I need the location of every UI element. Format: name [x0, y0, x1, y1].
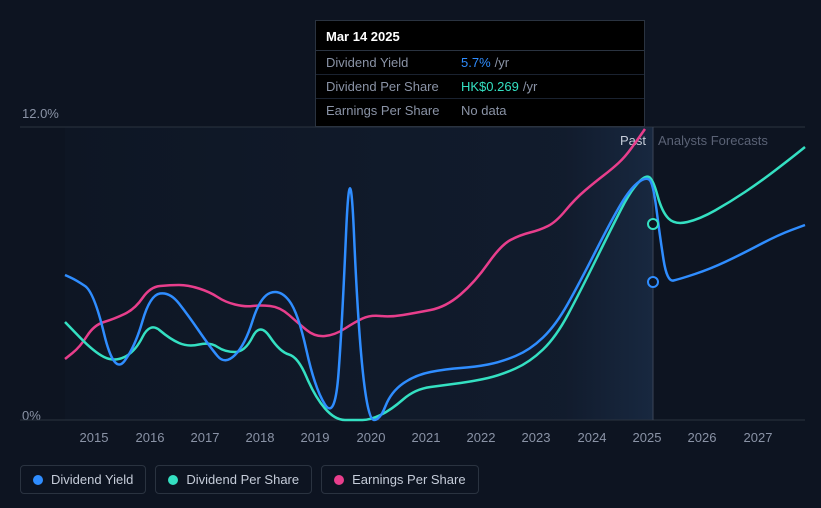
- legend-dividend-yield[interactable]: Dividend Yield: [20, 465, 146, 494]
- tooltip-value: No data: [461, 103, 507, 118]
- x-tick-label: 2020: [357, 430, 386, 445]
- tooltip-row: Dividend Per Share HK$0.269 /yr: [316, 75, 644, 99]
- dividend-per-share-line: [65, 147, 805, 420]
- x-tick-label: 2022: [467, 430, 496, 445]
- x-tick-label: 2024: [578, 430, 607, 445]
- tooltip-date: Mar 14 2025: [316, 21, 644, 51]
- tooltip-row: Dividend Yield 5.7% /yr: [316, 51, 644, 75]
- x-tick-label: 2027: [744, 430, 773, 445]
- x-tick-label: 2018: [246, 430, 275, 445]
- dividend-chart: Mar 14 2025 Dividend Yield 5.7% /yr Divi…: [0, 0, 821, 508]
- legend-label: Dividend Per Share: [186, 472, 299, 487]
- y-axis-max: 12.0%: [22, 106, 59, 121]
- legend-dot-icon: [33, 475, 43, 485]
- x-tick-label: 2025: [633, 430, 662, 445]
- plot-area[interactable]: Past Analysts Forecasts: [20, 127, 805, 420]
- tooltip-label: Dividend Per Share: [326, 79, 461, 94]
- tooltip-value: HK$0.269: [461, 79, 519, 94]
- x-tick-label: 2023: [522, 430, 551, 445]
- dividend-yield-line: [65, 179, 805, 420]
- chart-tooltip: Mar 14 2025 Dividend Yield 5.7% /yr Divi…: [315, 20, 645, 127]
- legend-dot-icon: [334, 475, 344, 485]
- legend-label: Earnings Per Share: [352, 472, 465, 487]
- x-tick-label: 2026: [688, 430, 717, 445]
- legend-dot-icon: [168, 475, 178, 485]
- tooltip-value: 5.7%: [461, 55, 491, 70]
- legend: Dividend Yield Dividend Per Share Earnin…: [20, 465, 479, 494]
- x-tick-label: 2019: [301, 430, 330, 445]
- x-tick-label: 2016: [136, 430, 165, 445]
- tooltip-unit: /yr: [523, 79, 537, 94]
- x-tick-label: 2021: [412, 430, 441, 445]
- legend-label: Dividend Yield: [51, 472, 133, 487]
- x-tick-label: 2015: [80, 430, 109, 445]
- chart-svg: [20, 127, 805, 420]
- dividend-per-share-marker: [648, 219, 658, 229]
- legend-dividend-per-share[interactable]: Dividend Per Share: [155, 465, 312, 494]
- tooltip-label: Dividend Yield: [326, 55, 461, 70]
- tooltip-row: Earnings Per Share No data: [316, 99, 644, 126]
- dividend-yield-marker: [648, 277, 658, 287]
- legend-earnings-per-share[interactable]: Earnings Per Share: [321, 465, 478, 494]
- tooltip-label: Earnings Per Share: [326, 103, 461, 118]
- tooltip-unit: /yr: [495, 55, 509, 70]
- x-tick-label: 2017: [191, 430, 220, 445]
